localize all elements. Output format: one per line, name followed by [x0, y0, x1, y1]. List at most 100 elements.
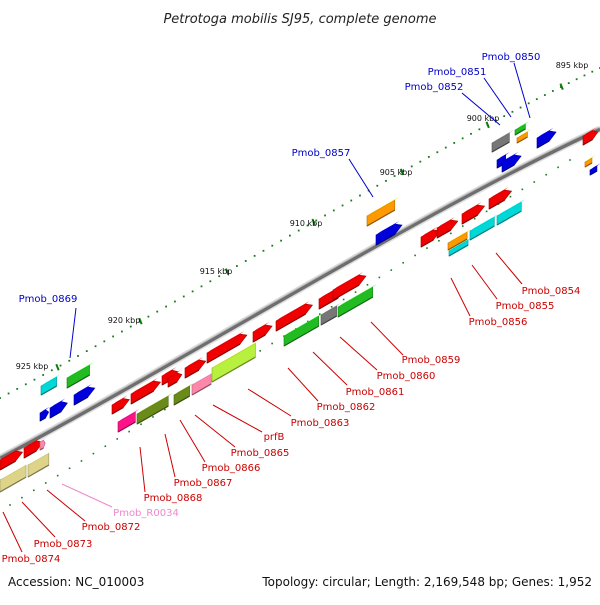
gene-red-b-face [436, 219, 459, 239]
ruler-dot [156, 310, 159, 313]
ruler-dot [385, 179, 387, 182]
ruler-dot [68, 359, 71, 362]
genome-backbone [0, 125, 600, 462]
ruler-major-tick [559, 83, 564, 90]
gene-upper-cyan-1 [40, 374, 61, 396]
gene-label-pmob-r0034[interactable]: Pmob_R0034 [113, 508, 179, 519]
gene-pmob-0852-edge [491, 141, 510, 153]
label-leaders [2, 62, 531, 553]
gene-upper-orange-edge [584, 155, 596, 168]
gene-label-pmob-0869[interactable]: Pmob_0869 [19, 294, 78, 305]
leader-pmob-0867 [164, 433, 176, 478]
guide-dot [461, 225, 464, 227]
gene-pmob-0860 [320, 303, 341, 326]
gene-label-pmob-0866[interactable]: Pmob_0866 [202, 463, 261, 474]
gene-label-pmob-0863[interactable]: Pmob_0863 [291, 418, 350, 429]
gene-pmob-r0034-top [40, 437, 48, 442]
gene-label-pmob-0855[interactable]: Pmob_0855 [496, 301, 555, 312]
gene-pmob-0861 [283, 313, 323, 347]
gene-upper-blue-5 [39, 406, 50, 422]
ruler-dot [341, 204, 344, 207]
gene-pmob-0856-top [448, 229, 472, 243]
gene-khaki-1-face [0, 464, 27, 493]
gene-label-pmob-0868[interactable]: Pmob_0868 [144, 493, 203, 504]
gene-prfb-face [191, 373, 212, 396]
gene-label-pmob-0852[interactable]: Pmob_0852 [405, 82, 464, 93]
gene-label-pmob-0851[interactable]: Pmob_0851 [428, 67, 487, 78]
ruler-dot [103, 340, 106, 343]
gene-khaki-2-top [28, 450, 53, 465]
leader-pmob-0862 [287, 367, 319, 402]
gene-pmob-0855-top [470, 214, 499, 231]
gene-upper-blue-4 [375, 221, 403, 246]
gene-label-pmob-0862[interactable]: Pmob_0862 [317, 402, 376, 413]
gene-khaki-1-top [0, 462, 31, 480]
gene-label-pmob-0874[interactable]: Pmob_0874 [2, 554, 61, 565]
ruler-dot [244, 260, 247, 262]
gene-pmob-0850 [516, 129, 532, 144]
gene-label-pmob-0873[interactable]: Pmob_0873 [34, 539, 93, 550]
gene-label-pmob-0857[interactable]: Pmob_0857 [292, 148, 351, 159]
gene-red-l [167, 369, 183, 388]
leader-pmob-0860 [339, 336, 378, 371]
gene-upper-blue-6-face [49, 401, 68, 419]
gene-upper-blue-5-edge [39, 417, 46, 422]
ruler-major-tick [311, 218, 316, 226]
gene-pmob-0862-top [212, 340, 260, 368]
leader-pmob-0854 [495, 252, 523, 285]
leader-pmob-0856 [450, 277, 471, 317]
gene-label-pmob-0861[interactable]: Pmob_0861 [346, 387, 405, 398]
gene-pmob-0856-edge [447, 238, 468, 251]
gene-label-pmob-0872[interactable]: Pmob_0872 [82, 522, 141, 533]
gene-pmob-0869-edge [66, 374, 90, 389]
ruler-dot [495, 119, 497, 122]
gene-pmob-0851 [514, 121, 530, 136]
gene-label-pmob-0867[interactable]: Pmob_0867 [174, 478, 233, 489]
ruler-dot [583, 74, 586, 77]
gene-label-pmob-0850[interactable]: Pmob_0850 [482, 52, 541, 63]
gene-pmob-0866-face [173, 385, 190, 406]
gene-pmob-0850-edge [516, 136, 528, 144]
gene-label-pmob-0854[interactable]: Pmob_0854 [522, 286, 581, 297]
gene-upper-blue-7-face [73, 386, 96, 406]
gene-label-pmob-0856[interactable]: Pmob_0856 [469, 317, 528, 328]
gene-upper-cyan-1-edge [40, 385, 57, 396]
guide-dot [426, 247, 428, 249]
gene-red-e-top [253, 321, 270, 332]
gene-pmob-0867 [136, 393, 173, 425]
gene-upper-blue-4-top [376, 221, 400, 235]
ruler-dot [236, 265, 238, 267]
gene-upper-cyan-1-face [40, 376, 57, 396]
gene-red-e-face [252, 324, 273, 343]
gene-red-j-top [131, 378, 158, 394]
gene-label-pmob-0865[interactable]: Pmob_0865 [231, 448, 290, 459]
gene-upper-blue-edge [589, 163, 600, 176]
gene-label-pmob-0860[interactable]: Pmob_0860 [377, 371, 436, 382]
gene-red-l-edge [167, 381, 178, 388]
leader-pmob-0859 [370, 321, 404, 356]
ruler-dot [419, 160, 422, 163]
gene-upper-blue-2-edge [501, 164, 515, 173]
gene-red-a [420, 226, 441, 248]
ruler-major-tick [399, 168, 405, 176]
gene-cyan-0856-top [449, 237, 473, 251]
leader-pmob-0863 [247, 388, 292, 417]
ruler-dot [280, 239, 282, 242]
guide-dot [307, 320, 309, 323]
gene-red-i-face [111, 398, 130, 415]
gene-label-pmob-0859[interactable]: Pmob_0859 [402, 355, 461, 366]
ruler-dot [121, 330, 123, 333]
ruler-tick-label: 895 kbp [556, 61, 589, 70]
ruler-dot [503, 115, 506, 118]
gene-upper-blue-6 [49, 398, 68, 419]
gene-label-prfb[interactable]: prfB [264, 432, 285, 443]
ruler-dot [94, 345, 97, 348]
gene-upper-blue-3-top [537, 127, 554, 138]
gene-upper-blue-6-edge [49, 411, 62, 419]
gene-red-f [275, 301, 313, 332]
ruler-dot [315, 219, 318, 222]
ruler-dot [332, 209, 335, 212]
leader-pmob-0866 [179, 419, 206, 463]
ruler-dot [0, 397, 1, 399]
